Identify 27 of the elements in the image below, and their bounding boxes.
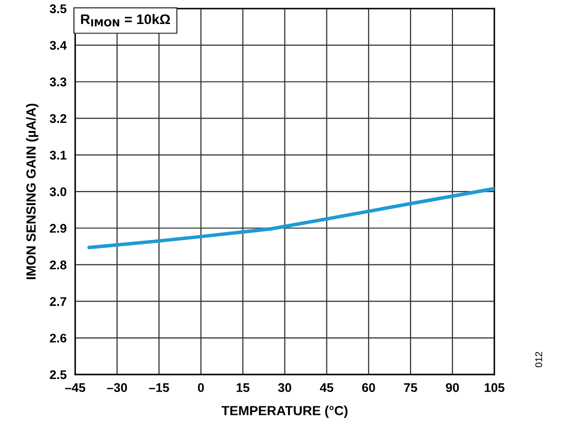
- x-axis-title: TEMPERATURE (°C): [222, 406, 348, 418]
- y-tick-label: 2.6: [50, 334, 66, 343]
- x-tick-label: 0: [198, 383, 204, 392]
- y-tick-label: 3.1: [50, 150, 66, 160]
- y-tick-label: 3.3: [50, 78, 66, 86]
- y-tick-label: 3.4: [50, 40, 67, 50]
- y-tick-label: 3.5: [50, 4, 66, 14]
- y-tick-label: 3.2: [50, 114, 66, 124]
- y-tick-label: 2.7: [50, 297, 66, 306]
- x-tick-label: –45: [65, 383, 86, 392]
- y-tick-label: 2.5: [50, 370, 66, 380]
- x-tick-label: 105: [484, 383, 504, 392]
- x-tick-label: 45: [320, 383, 334, 392]
- x-tick-label: 75: [404, 383, 418, 392]
- text: 012: [535, 352, 542, 368]
- x-tick-label: 60: [362, 383, 376, 392]
- line-series: [87, 186, 494, 250]
- y-tick-label: 2.8: [50, 260, 66, 270]
- x-tick-label: 15: [236, 383, 250, 392]
- y-tick-label: 3.0: [50, 187, 66, 196]
- y-tick-label: 2.9: [50, 224, 66, 233]
- x-tick-label: –15: [148, 383, 170, 392]
- y-axis-title: IMON SENSING GAIN (µA/A): [26, 104, 38, 280]
- x-tick-label: –30: [107, 383, 127, 392]
- annotation: R$_{IMON}$ = 10kΩ: [81, 14, 170, 26]
- x-tick-label: 90: [446, 383, 459, 392]
- x-tick-label: 30: [278, 383, 292, 392]
